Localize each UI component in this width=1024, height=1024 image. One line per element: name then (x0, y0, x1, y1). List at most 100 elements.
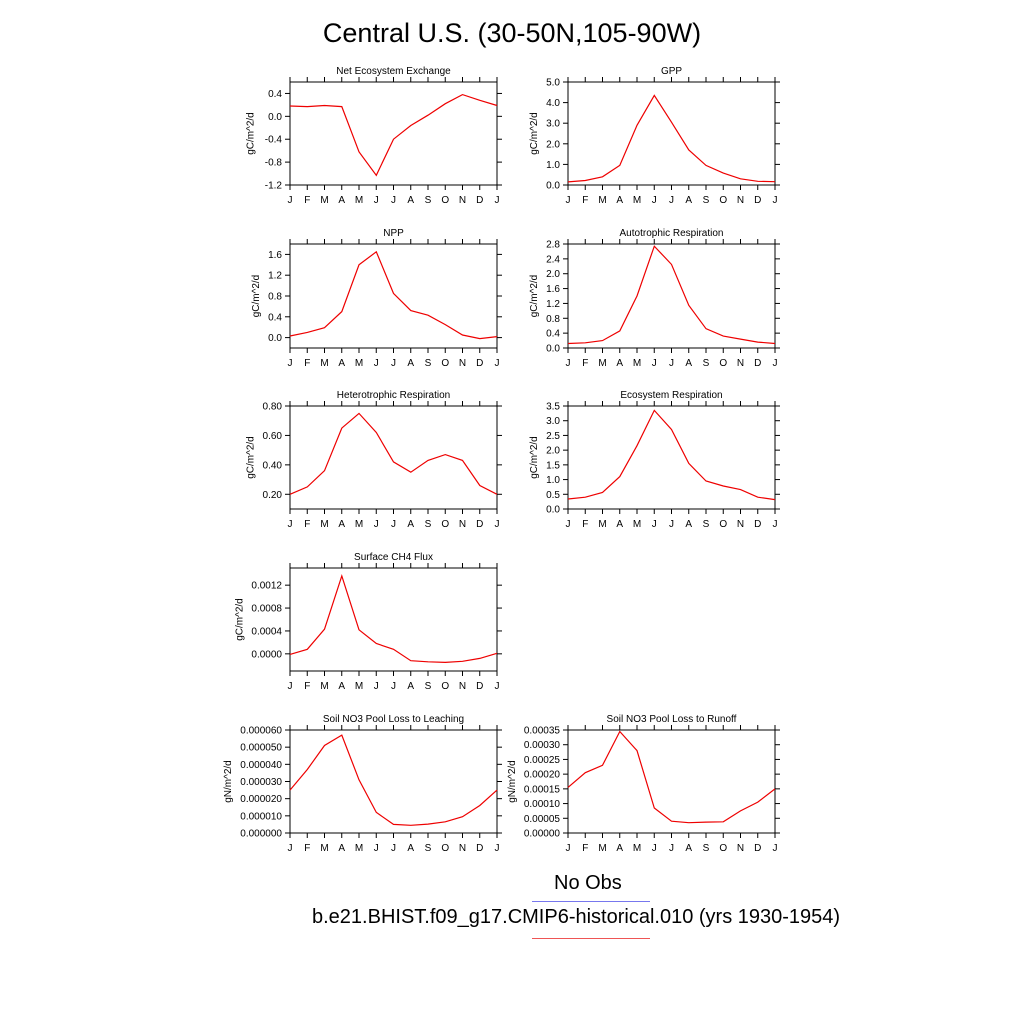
panel-title: Ecosystem Respiration (620, 390, 722, 401)
x-tick-label: M (598, 519, 606, 530)
x-tick-label: J (566, 519, 571, 530)
y-tick-label: 0.4 (546, 329, 560, 340)
x-tick-label: J (391, 843, 396, 854)
series-line (289, 250, 498, 340)
x-tick-label: O (719, 519, 727, 530)
x-tick-label: N (459, 519, 466, 530)
x-tick-label: A (338, 519, 345, 530)
y-tick-label: 1.5 (546, 460, 560, 471)
x-tick-label: D (754, 519, 761, 530)
y-tick-label: 1.0 (546, 160, 560, 171)
x-tick-label: D (754, 195, 761, 206)
x-tick-label: S (425, 519, 432, 530)
x-tick-label: J (669, 195, 674, 206)
x-tick-label: M (320, 195, 328, 206)
legend-model-line (532, 938, 650, 939)
x-tick-label: J (495, 681, 500, 692)
y-tick-label: 0.000050 (240, 743, 282, 754)
x-tick-label: A (407, 519, 414, 530)
x-tick-label: D (476, 195, 483, 206)
x-tick-label: N (737, 358, 744, 369)
plot-frame (289, 405, 498, 510)
y-tick-label: 0.0008 (251, 604, 282, 615)
panel-title: NPP (383, 228, 404, 239)
y-tick-label: 1.0 (546, 475, 560, 486)
series-line (567, 409, 776, 501)
y-tick-label: 0.40 (263, 460, 283, 471)
x-tick-label: J (288, 195, 293, 206)
series-line (289, 93, 498, 177)
x-tick-label: S (425, 843, 432, 854)
x-tick-label: M (320, 843, 328, 854)
x-tick-label: J (495, 358, 500, 369)
y-tick-label: 0.00005 (524, 814, 561, 825)
x-tick-label: A (616, 358, 623, 369)
y-tick-label: 0.0012 (251, 581, 282, 592)
x-tick-label: J (652, 358, 657, 369)
x-tick-label: N (737, 519, 744, 530)
x-tick-label: A (338, 358, 345, 369)
x-tick-label: M (598, 358, 606, 369)
y-tick-label: 0.00030 (524, 740, 561, 751)
y-tick-label: 1.2 (268, 271, 282, 282)
x-tick-label: A (685, 519, 692, 530)
series-line (567, 730, 776, 824)
page-title: Central U.S. (30-50N,105-90W) (322, 18, 702, 48)
x-tick-label: D (476, 358, 483, 369)
y-tick-label: 2.0 (546, 446, 560, 457)
x-tick-label: N (459, 843, 466, 854)
x-tick-label: S (703, 358, 710, 369)
x-tick-label: F (304, 195, 310, 206)
x-tick-label: M (355, 358, 363, 369)
x-tick-label: F (582, 519, 588, 530)
x-tick-label: M (598, 195, 606, 206)
y-tick-label: 2.0 (546, 269, 560, 280)
plot-frame (289, 729, 498, 834)
legend-obs-line (532, 901, 650, 902)
series-line (567, 245, 776, 345)
y-tick-label: 0.00010 (524, 799, 561, 810)
x-tick-label: F (582, 358, 588, 369)
x-tick-label: J (669, 843, 674, 854)
y-tick-label: 0.00015 (524, 784, 561, 795)
y-tick-label: 2.0 (546, 139, 560, 150)
x-tick-label: O (719, 195, 727, 206)
x-tick-label: M (598, 843, 606, 854)
y-tick-label: -1.2 (265, 181, 283, 192)
x-tick-label: O (441, 195, 449, 206)
x-tick-label: J (566, 358, 571, 369)
x-tick-label: N (459, 195, 466, 206)
x-tick-label: F (304, 681, 310, 692)
y-axis-label: gC/m^2/d (234, 598, 245, 641)
x-tick-label: O (441, 519, 449, 530)
y-tick-label: 2.8 (546, 240, 560, 251)
x-tick-label: O (719, 358, 727, 369)
plot-frame (289, 81, 498, 186)
y-tick-label: 1.6 (546, 284, 560, 295)
y-tick-label: 0.4 (268, 89, 282, 100)
x-tick-label: F (304, 358, 310, 369)
x-tick-label: J (374, 681, 379, 692)
series-line (567, 94, 776, 183)
y-tick-label: 3.5 (546, 402, 560, 413)
x-tick-label: J (652, 195, 657, 206)
x-tick-label: J (773, 358, 778, 369)
x-tick-label: N (459, 358, 466, 369)
y-axis-label: gN/m^2/d (507, 760, 518, 803)
y-tick-label: 0.0 (268, 112, 282, 123)
x-tick-label: J (288, 843, 293, 854)
x-tick-label: M (320, 681, 328, 692)
x-tick-label: M (633, 843, 641, 854)
x-tick-label: A (338, 843, 345, 854)
x-tick-label: M (355, 195, 363, 206)
y-tick-label: -0.4 (265, 135, 283, 146)
x-tick-label: J (652, 519, 657, 530)
x-tick-label: A (407, 681, 414, 692)
y-axis-label: gN/m^2/d (223, 760, 234, 803)
x-tick-label: J (288, 681, 293, 692)
x-tick-label: O (441, 358, 449, 369)
y-tick-label: 0.000000 (240, 829, 282, 840)
y-tick-label: 1.6 (268, 250, 282, 261)
